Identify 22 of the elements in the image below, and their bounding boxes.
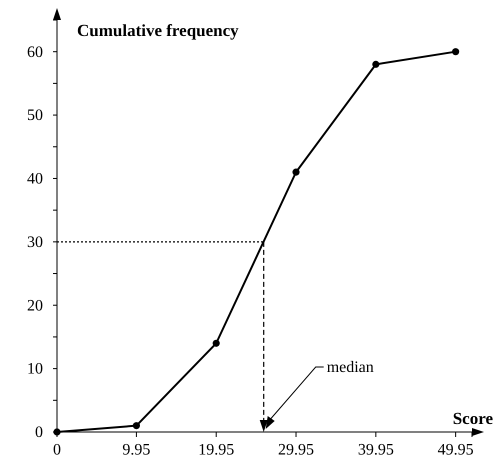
y-tick-label: 20 <box>27 297 43 314</box>
point <box>292 168 300 176</box>
x-tick-label: 19.95 <box>198 441 234 458</box>
y-tick-label: 0 <box>35 424 43 442</box>
annotation: median <box>326 359 374 376</box>
point <box>212 340 220 347</box>
x-tick-label: 39.95 <box>358 441 394 458</box>
y-axis-title: Cumulative frequency <box>77 21 240 40</box>
y-tick-label: 50 <box>27 107 43 124</box>
x-tick-label: 0 <box>53 441 61 458</box>
point <box>372 60 380 68</box>
x-axis-title: Score <box>452 409 494 428</box>
y-tick-label: 30 <box>27 234 43 251</box>
point <box>53 428 61 436</box>
x-tick-label: 29.95 <box>278 441 314 458</box>
x-tick-label: 9.95 <box>122 441 150 458</box>
point <box>132 422 140 430</box>
point <box>452 48 460 56</box>
y-tick-label: 10 <box>27 360 43 378</box>
y-tick-label: 40 <box>27 170 43 188</box>
x-tick-label: 49.95 <box>438 441 474 458</box>
y-tick-label: 60 <box>27 44 43 61</box>
